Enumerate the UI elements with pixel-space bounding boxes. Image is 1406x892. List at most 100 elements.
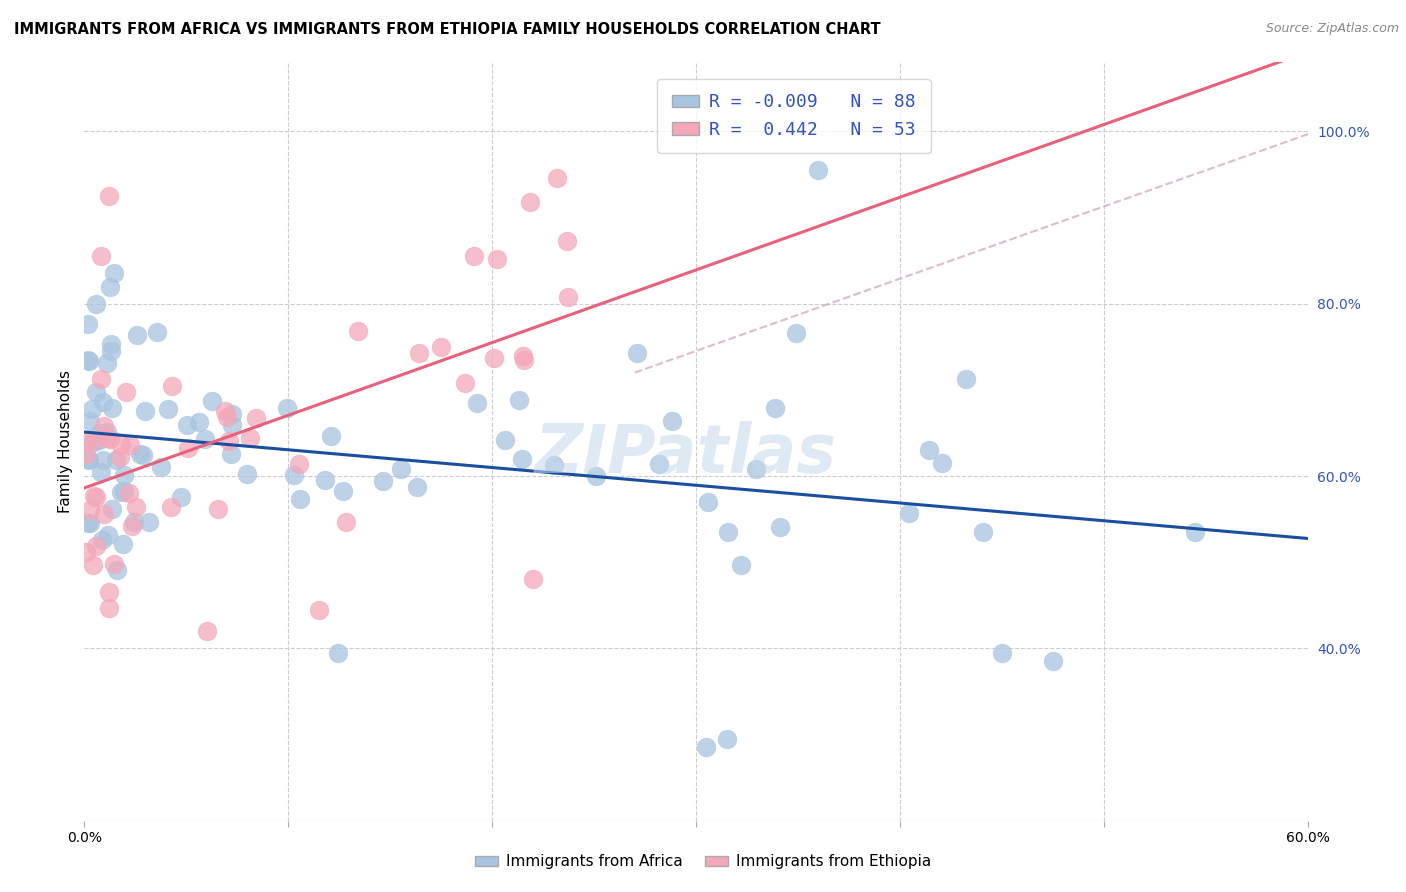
Point: [200, 394, 222, 409]
Point: [98, 279, 121, 293]
Text: IMMIGRANTS FROM AFRICA VS IMMIGRANTS FROM ETHIOPIA FAMILY HOUSEHOLDS CORRELATION: IMMIGRANTS FROM AFRICA VS IMMIGRANTS FRO…: [14, 22, 880, 37]
Point: [931, 456, 953, 470]
Point: [82, 402, 104, 417]
Point: [406, 480, 429, 494]
Point: [467, 396, 489, 410]
Point: [105, 452, 128, 467]
Point: [77, 317, 100, 331]
Point: [101, 502, 124, 516]
Point: [98, 584, 121, 599]
Point: [157, 402, 180, 417]
Point: [91, 395, 114, 409]
Point: [170, 491, 193, 505]
Point: [221, 417, 243, 432]
Point: [221, 407, 243, 421]
Point: [138, 515, 160, 529]
Point: [485, 252, 508, 267]
Point: [79, 414, 101, 428]
Point: [522, 573, 544, 587]
Point: [187, 415, 209, 429]
Point: [585, 469, 607, 483]
Point: [557, 289, 579, 303]
Point: [118, 486, 141, 500]
Point: [1042, 654, 1064, 668]
Point: [546, 170, 568, 185]
Point: [100, 337, 122, 351]
Point: [807, 163, 830, 178]
Point: [110, 437, 132, 451]
Point: [314, 474, 336, 488]
Point: [239, 431, 262, 445]
Point: [408, 345, 430, 359]
Point: [898, 506, 921, 520]
Point: [512, 349, 534, 363]
Point: [110, 485, 132, 500]
Point: [125, 328, 148, 343]
Text: ZIPatlas: ZIPatlas: [534, 421, 837, 487]
Point: [955, 371, 977, 385]
Point: [347, 324, 370, 338]
Point: [134, 403, 156, 417]
Point: [105, 563, 128, 577]
Point: [87, 433, 110, 447]
Legend: R = -0.009   N = 88, R =  0.442   N = 53: R = -0.009 N = 88, R = 0.442 N = 53: [657, 79, 931, 153]
Point: [494, 433, 516, 447]
Point: [283, 468, 305, 483]
Point: [115, 384, 138, 399]
Point: [745, 462, 768, 476]
Point: [177, 441, 200, 455]
Point: [648, 457, 671, 471]
Point: [484, 351, 506, 365]
Point: [90, 372, 112, 386]
Point: [79, 516, 101, 530]
Point: [160, 500, 183, 514]
Point: [288, 491, 311, 506]
Point: [308, 602, 330, 616]
Point: [84, 384, 107, 399]
Point: [96, 425, 118, 439]
Point: [146, 326, 169, 340]
Y-axis label: Family Households: Family Households: [58, 370, 73, 513]
Point: [626, 345, 648, 359]
Point: [112, 483, 135, 498]
Point: [100, 432, 122, 446]
Point: [108, 450, 131, 465]
Point: [77, 353, 100, 368]
Point: [122, 515, 145, 529]
Point: [149, 459, 172, 474]
Point: [125, 500, 148, 515]
Point: [326, 646, 349, 660]
Point: [77, 451, 100, 466]
Point: [508, 392, 530, 407]
Point: [763, 401, 786, 416]
Point: [194, 433, 217, 447]
Point: [335, 516, 357, 530]
Point: [717, 524, 740, 539]
Point: [96, 431, 118, 445]
Point: [430, 340, 453, 354]
Point: [555, 234, 578, 248]
Text: Source: ZipAtlas.com: Source: ZipAtlas.com: [1265, 22, 1399, 36]
Point: [77, 516, 100, 530]
Point: [785, 326, 807, 340]
Point: [207, 501, 229, 516]
Point: [730, 558, 752, 572]
Point: [463, 249, 485, 263]
Point: [972, 525, 994, 540]
Point: [84, 539, 107, 553]
Point: [195, 624, 218, 639]
Point: [218, 434, 240, 448]
Point: [918, 442, 941, 457]
Point: [214, 403, 236, 417]
Point: [97, 527, 120, 541]
Point: [371, 474, 394, 488]
Point: [276, 401, 298, 415]
Point: [176, 417, 198, 432]
Point: [103, 266, 125, 280]
Point: [82, 558, 104, 572]
Point: [716, 731, 738, 746]
Point: [991, 646, 1014, 660]
Point: [100, 401, 122, 415]
Point: [93, 508, 115, 522]
Point: [543, 458, 565, 472]
